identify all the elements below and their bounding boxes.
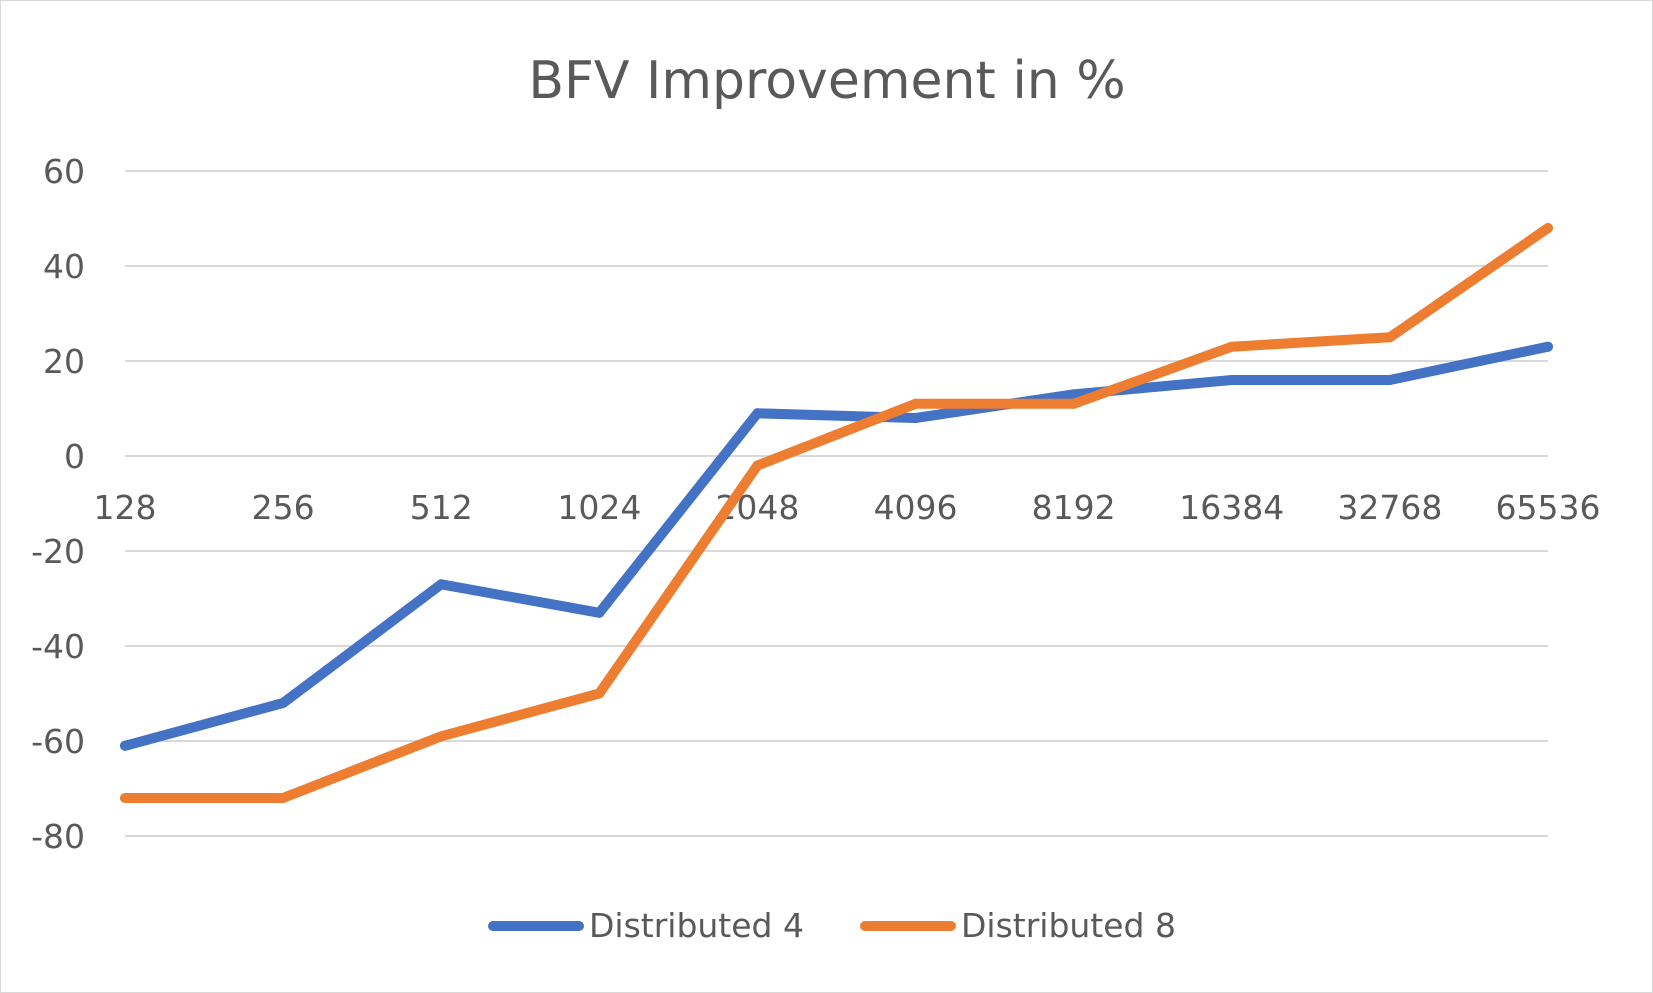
y-tick-label: 20: [43, 342, 85, 381]
y-tick-label: -60: [31, 722, 85, 761]
data-point-distributed-8-4096: [910, 398, 921, 409]
series-layer: [120, 223, 1553, 803]
data-point-distributed-4-65536: [1543, 341, 1553, 352]
data-point-distributed-4-1024: [594, 607, 605, 618]
data-point-distributed-4-2048: [752, 408, 763, 419]
y-tick-label: 0: [64, 437, 85, 476]
x-tick-label-4096: 4096: [874, 488, 958, 527]
x-tick-label-65536: 65536: [1496, 488, 1601, 527]
series-line-distributed-8: [120, 223, 1553, 803]
data-point-distributed-8-256: [278, 793, 289, 803]
x-tick-label-16384: 16384: [1179, 488, 1284, 527]
x-tick-label-128: 128: [94, 488, 157, 527]
chart-title: BFV Improvement in %: [528, 51, 1125, 111]
data-point-distributed-4-16384: [1226, 375, 1237, 385]
y-tick-label: -80: [31, 817, 85, 856]
series-line-distributed-4: [120, 341, 1553, 751]
x-tick-label-256: 256: [252, 488, 315, 527]
data-point-distributed-8-2048: [752, 460, 763, 471]
y-tick-label: 60: [43, 152, 85, 191]
y-tick-label: 40: [43, 247, 85, 286]
data-point-distributed-4-128: [120, 740, 130, 751]
x-tick-label-512: 512: [410, 488, 473, 527]
data-point-distributed-4-32768: [1384, 375, 1395, 385]
legend-label-distributed-8: Distributed 8: [961, 906, 1176, 945]
legend-label-distributed-4: Distributed 4: [589, 906, 804, 945]
data-point-distributed-8-32768: [1384, 332, 1395, 343]
data-point-distributed-8-512: [436, 731, 447, 742]
y-axis-ticks: 60 40 20 0 -20 -40 -60 -80: [31, 152, 85, 856]
legend: Distributed 4 Distributed 8: [488, 906, 1176, 945]
y-tick-label: -40: [31, 627, 85, 666]
x-axis-ticks: 128 256 512 1024 2048 4096 8192 16384 32768 65536: [94, 488, 1601, 527]
x-tick-label-8192: 8192: [1032, 488, 1116, 527]
data-point-distributed-4-8192: [1068, 389, 1079, 400]
data-point-distributed-8-128: [120, 793, 130, 803]
data-point-distributed-4-4096: [910, 413, 921, 423]
y-tick-label: -20: [31, 532, 85, 571]
gridlines: [125, 170, 1548, 837]
data-point-distributed-8-65536: [1543, 223, 1553, 233]
data-point-distributed-8-1024: [594, 688, 605, 699]
data-point-distributed-4-512: [436, 579, 447, 590]
x-tick-label-1024: 1024: [557, 488, 641, 527]
data-point-distributed-8-16384: [1226, 341, 1237, 352]
x-tick-label-32768: 32768: [1337, 488, 1442, 527]
data-point-distributed-4-256: [278, 698, 289, 708]
data-point-distributed-8-8192: [1068, 398, 1079, 409]
